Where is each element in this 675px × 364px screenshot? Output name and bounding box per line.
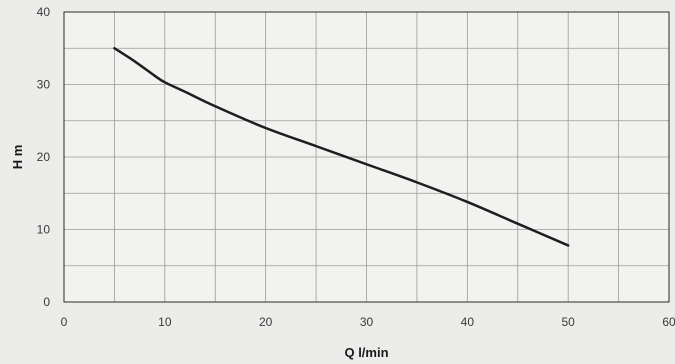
x-axis-label: Q l/min (344, 345, 388, 360)
x-tick-label: 0 (61, 315, 68, 329)
y-tick-label: 10 (37, 223, 51, 237)
x-tick-label: 50 (561, 315, 575, 329)
plot-frame (63, 11, 670, 303)
x-tick-label: 60 (662, 315, 675, 329)
grid (64, 12, 669, 302)
y-axis-ticks: 0 10 20 30 40 (37, 5, 51, 309)
y-tick-label: 30 (37, 78, 51, 92)
y-tick-label: 0 (43, 295, 50, 309)
x-tick-label: 20 (259, 315, 273, 329)
pump-curve-line (113, 47, 570, 247)
y-tick-label: 20 (37, 150, 51, 164)
x-tick-label: 40 (461, 315, 475, 329)
x-tick-label: 30 (360, 315, 374, 329)
y-tick-label: 40 (37, 5, 51, 19)
y-axis-label: H m (10, 145, 25, 170)
x-axis-ticks: 0 10 20 30 40 50 60 (61, 315, 675, 329)
x-tick-label: 10 (158, 315, 172, 329)
